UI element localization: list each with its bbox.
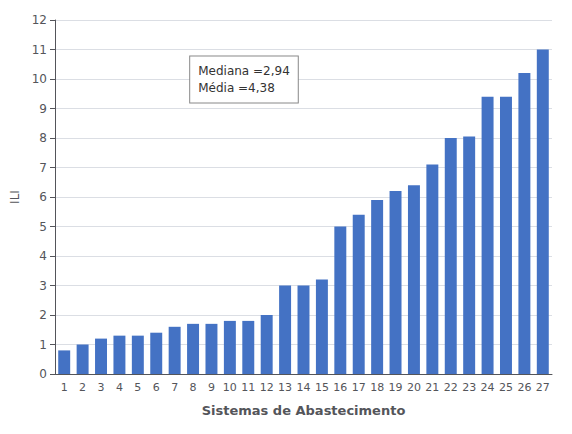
svg-text:8: 8 xyxy=(39,131,47,145)
svg-text:15: 15 xyxy=(315,381,329,394)
svg-text:1: 1 xyxy=(61,381,68,394)
svg-text:12: 12 xyxy=(260,381,274,394)
svg-text:12: 12 xyxy=(32,13,47,27)
svg-text:3: 3 xyxy=(39,279,47,293)
svg-text:9: 9 xyxy=(39,102,47,116)
svg-text:11: 11 xyxy=(32,43,47,57)
svg-text:Sistemas de Abastecimento: Sistemas de Abastecimento xyxy=(202,403,406,418)
svg-text:10: 10 xyxy=(223,381,237,394)
svg-text:7: 7 xyxy=(39,161,47,175)
svg-text:13: 13 xyxy=(278,381,292,394)
svg-text:9: 9 xyxy=(208,381,215,394)
svg-text:23: 23 xyxy=(462,381,476,394)
svg-text:21: 21 xyxy=(425,381,439,394)
svg-text:Mediana =2,94: Mediana =2,94 xyxy=(198,64,290,78)
svg-text:26: 26 xyxy=(517,381,531,394)
svg-text:3: 3 xyxy=(98,381,105,394)
svg-text:27: 27 xyxy=(536,381,550,394)
svg-text:14: 14 xyxy=(297,381,311,394)
svg-text:8: 8 xyxy=(190,381,197,394)
svg-text:6: 6 xyxy=(39,190,47,204)
svg-text:18: 18 xyxy=(370,381,384,394)
svg-text:0: 0 xyxy=(39,367,47,381)
svg-text:24: 24 xyxy=(481,381,495,394)
svg-text:10: 10 xyxy=(32,72,47,86)
svg-text:25: 25 xyxy=(499,381,513,394)
svg-text:6: 6 xyxy=(153,381,160,394)
svg-text:19: 19 xyxy=(389,381,403,394)
svg-text:11: 11 xyxy=(241,381,255,394)
svg-text:2: 2 xyxy=(39,308,47,322)
svg-text:ILI: ILI xyxy=(8,190,22,204)
svg-text:17: 17 xyxy=(352,381,366,394)
svg-text:4: 4 xyxy=(39,249,47,263)
svg-text:5: 5 xyxy=(39,220,47,234)
svg-text:20: 20 xyxy=(407,381,421,394)
svg-text:16: 16 xyxy=(333,381,347,394)
svg-text:4: 4 xyxy=(116,381,123,394)
svg-text:2: 2 xyxy=(79,381,86,394)
svg-text:22: 22 xyxy=(444,381,458,394)
svg-text:7: 7 xyxy=(171,381,178,394)
svg-text:1: 1 xyxy=(39,338,47,352)
svg-text:Média =4,38: Média =4,38 xyxy=(198,81,275,95)
svg-text:5: 5 xyxy=(134,381,141,394)
